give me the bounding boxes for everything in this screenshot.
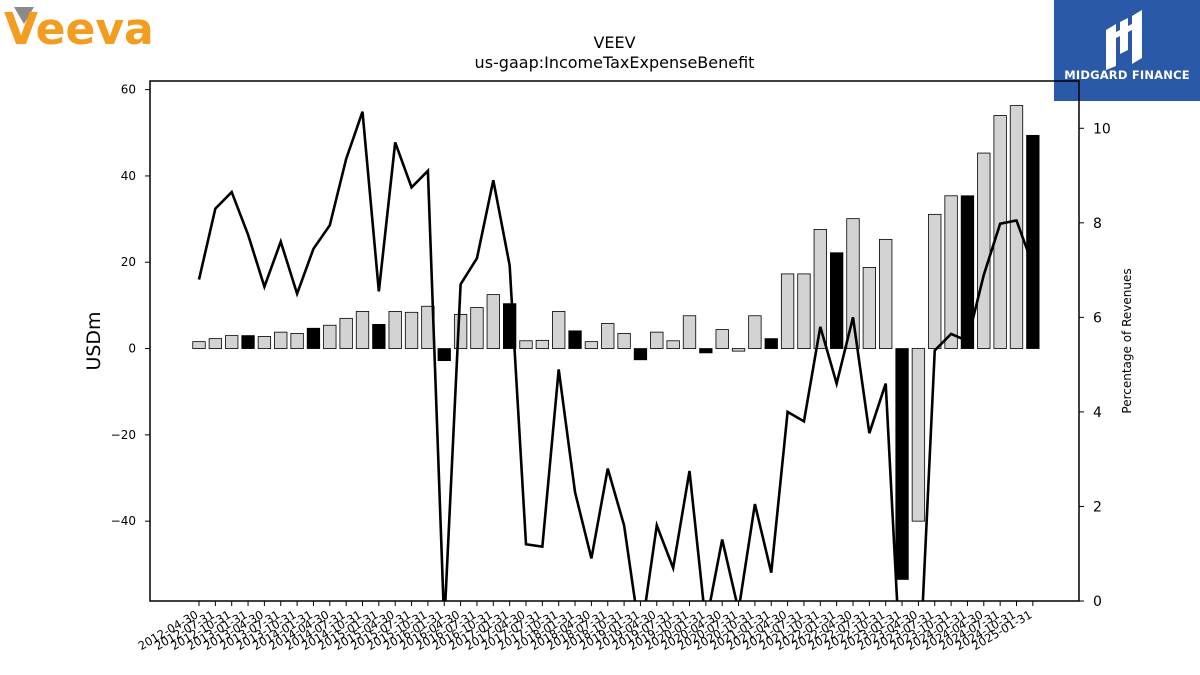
bar-2018-07-31	[601, 323, 615, 349]
y-tick-label: 20	[121, 255, 136, 269]
y-tick-label: 40	[121, 169, 136, 183]
bar-2014-07-31	[339, 317, 353, 349]
midgard-logo-text: MIDGARD FINANCE	[1064, 68, 1190, 82]
bar-2013-07-31	[274, 331, 288, 349]
y-tick-label: −20	[111, 428, 136, 442]
bar-2020-04-30	[715, 329, 729, 349]
x-axis-ticks: 2012-04-302012-07-312012-10-312013-01-31…	[136, 601, 1034, 653]
veeva-logo: Veeva	[4, 4, 174, 55]
bar-2024-07-31	[993, 115, 1007, 349]
bar-2021-04-30	[780, 273, 795, 349]
bar-2020-01-31	[699, 348, 713, 354]
bar-2012-10-31	[225, 335, 239, 349]
bar-2013-04-30	[257, 336, 272, 349]
midgard-mark-icon	[1106, 10, 1142, 70]
bar-2013-01-31	[241, 335, 255, 349]
bar-2013-10-31	[290, 333, 304, 349]
bar-2014-01-31	[306, 327, 321, 349]
y2-tick-label: 0	[1093, 594, 1102, 610]
bar-2023-07-31	[928, 213, 942, 349]
bar-2024-04-30	[977, 152, 991, 349]
bar-2020-07-31	[731, 348, 746, 352]
bar-2019-10-31	[682, 315, 697, 349]
y2-tick-label: 6	[1093, 310, 1102, 326]
bar-2022-07-31	[862, 267, 876, 349]
bar-2021-10-31	[813, 229, 827, 349]
y2-axis-label: Percentage of Revenues	[1120, 268, 1134, 413]
midgard-finance-logo: MIDGARD FINANCE	[1054, 0, 1200, 101]
bar-2017-04-30	[519, 340, 533, 349]
bar-2018-04-30	[584, 341, 599, 349]
y2-tick-label: 10	[1093, 121, 1111, 137]
bar-2016-01-31	[437, 348, 451, 362]
bar-2015-04-30	[388, 311, 402, 349]
bar-2018-01-31	[568, 330, 582, 349]
bar-2023-04-30	[911, 348, 926, 522]
bar-2024-01-31	[960, 195, 975, 349]
y2-axis-ticks: 0 2 4 6 8 10	[1079, 121, 1111, 610]
bar-2019-04-30	[650, 331, 664, 349]
bar-series	[192, 105, 1040, 580]
bar-2014-04-30	[323, 324, 337, 349]
bar-2014-10-31	[355, 311, 370, 349]
bar-2019-01-31	[633, 348, 648, 361]
bar-2021-07-31	[797, 273, 811, 349]
y-axis-ticks: −40 −20 0 20 40 60	[111, 83, 150, 528]
bar-2016-04-30	[453, 314, 468, 349]
bar-2019-07-31	[666, 340, 680, 349]
bar-2016-07-31	[470, 307, 484, 349]
line-series	[197, 111, 1035, 601]
bar-2016-10-31	[486, 294, 500, 349]
y2-tick-label: 2	[1093, 499, 1102, 515]
chart-subtitle: us-gaap:IncomeTaxExpenseBenefit	[475, 53, 755, 72]
bar-2012-07-31	[208, 338, 223, 349]
bar-2018-10-31	[617, 333, 631, 349]
y-tick-label: 60	[121, 83, 136, 97]
bar-2022-10-31	[879, 238, 893, 349]
percentage-line	[197, 111, 1035, 601]
bar-2021-01-31	[764, 338, 778, 349]
bar-2017-07-31	[535, 339, 549, 349]
y2-tick-label: 8	[1093, 216, 1102, 232]
bar-2023-01-31	[895, 348, 909, 580]
veeva-logo-text: Veeva	[4, 4, 154, 48]
bar-2022-01-31	[830, 252, 844, 349]
chart-title: VEEV	[593, 33, 635, 52]
bar-2020-10-31	[748, 315, 762, 349]
y2-tick-label: 4	[1093, 405, 1102, 421]
bar-2022-04-30	[846, 218, 860, 349]
bar-2024-10-31	[1009, 105, 1024, 349]
y-axis-label: USDm	[83, 311, 105, 370]
y-tick-label: 0	[128, 342, 136, 356]
y-tick-label: −40	[111, 514, 136, 528]
bar-2025-01-31	[1026, 134, 1040, 349]
bar-2012-04-30	[192, 341, 206, 349]
bar-2023-10-31	[944, 195, 958, 349]
veeva-logo-triangle	[14, 7, 34, 24]
bar-2015-07-31	[404, 311, 419, 349]
bar-2015-01-31	[372, 323, 386, 349]
plot-frame	[149, 80, 1080, 602]
bar-2017-10-31	[552, 311, 566, 349]
